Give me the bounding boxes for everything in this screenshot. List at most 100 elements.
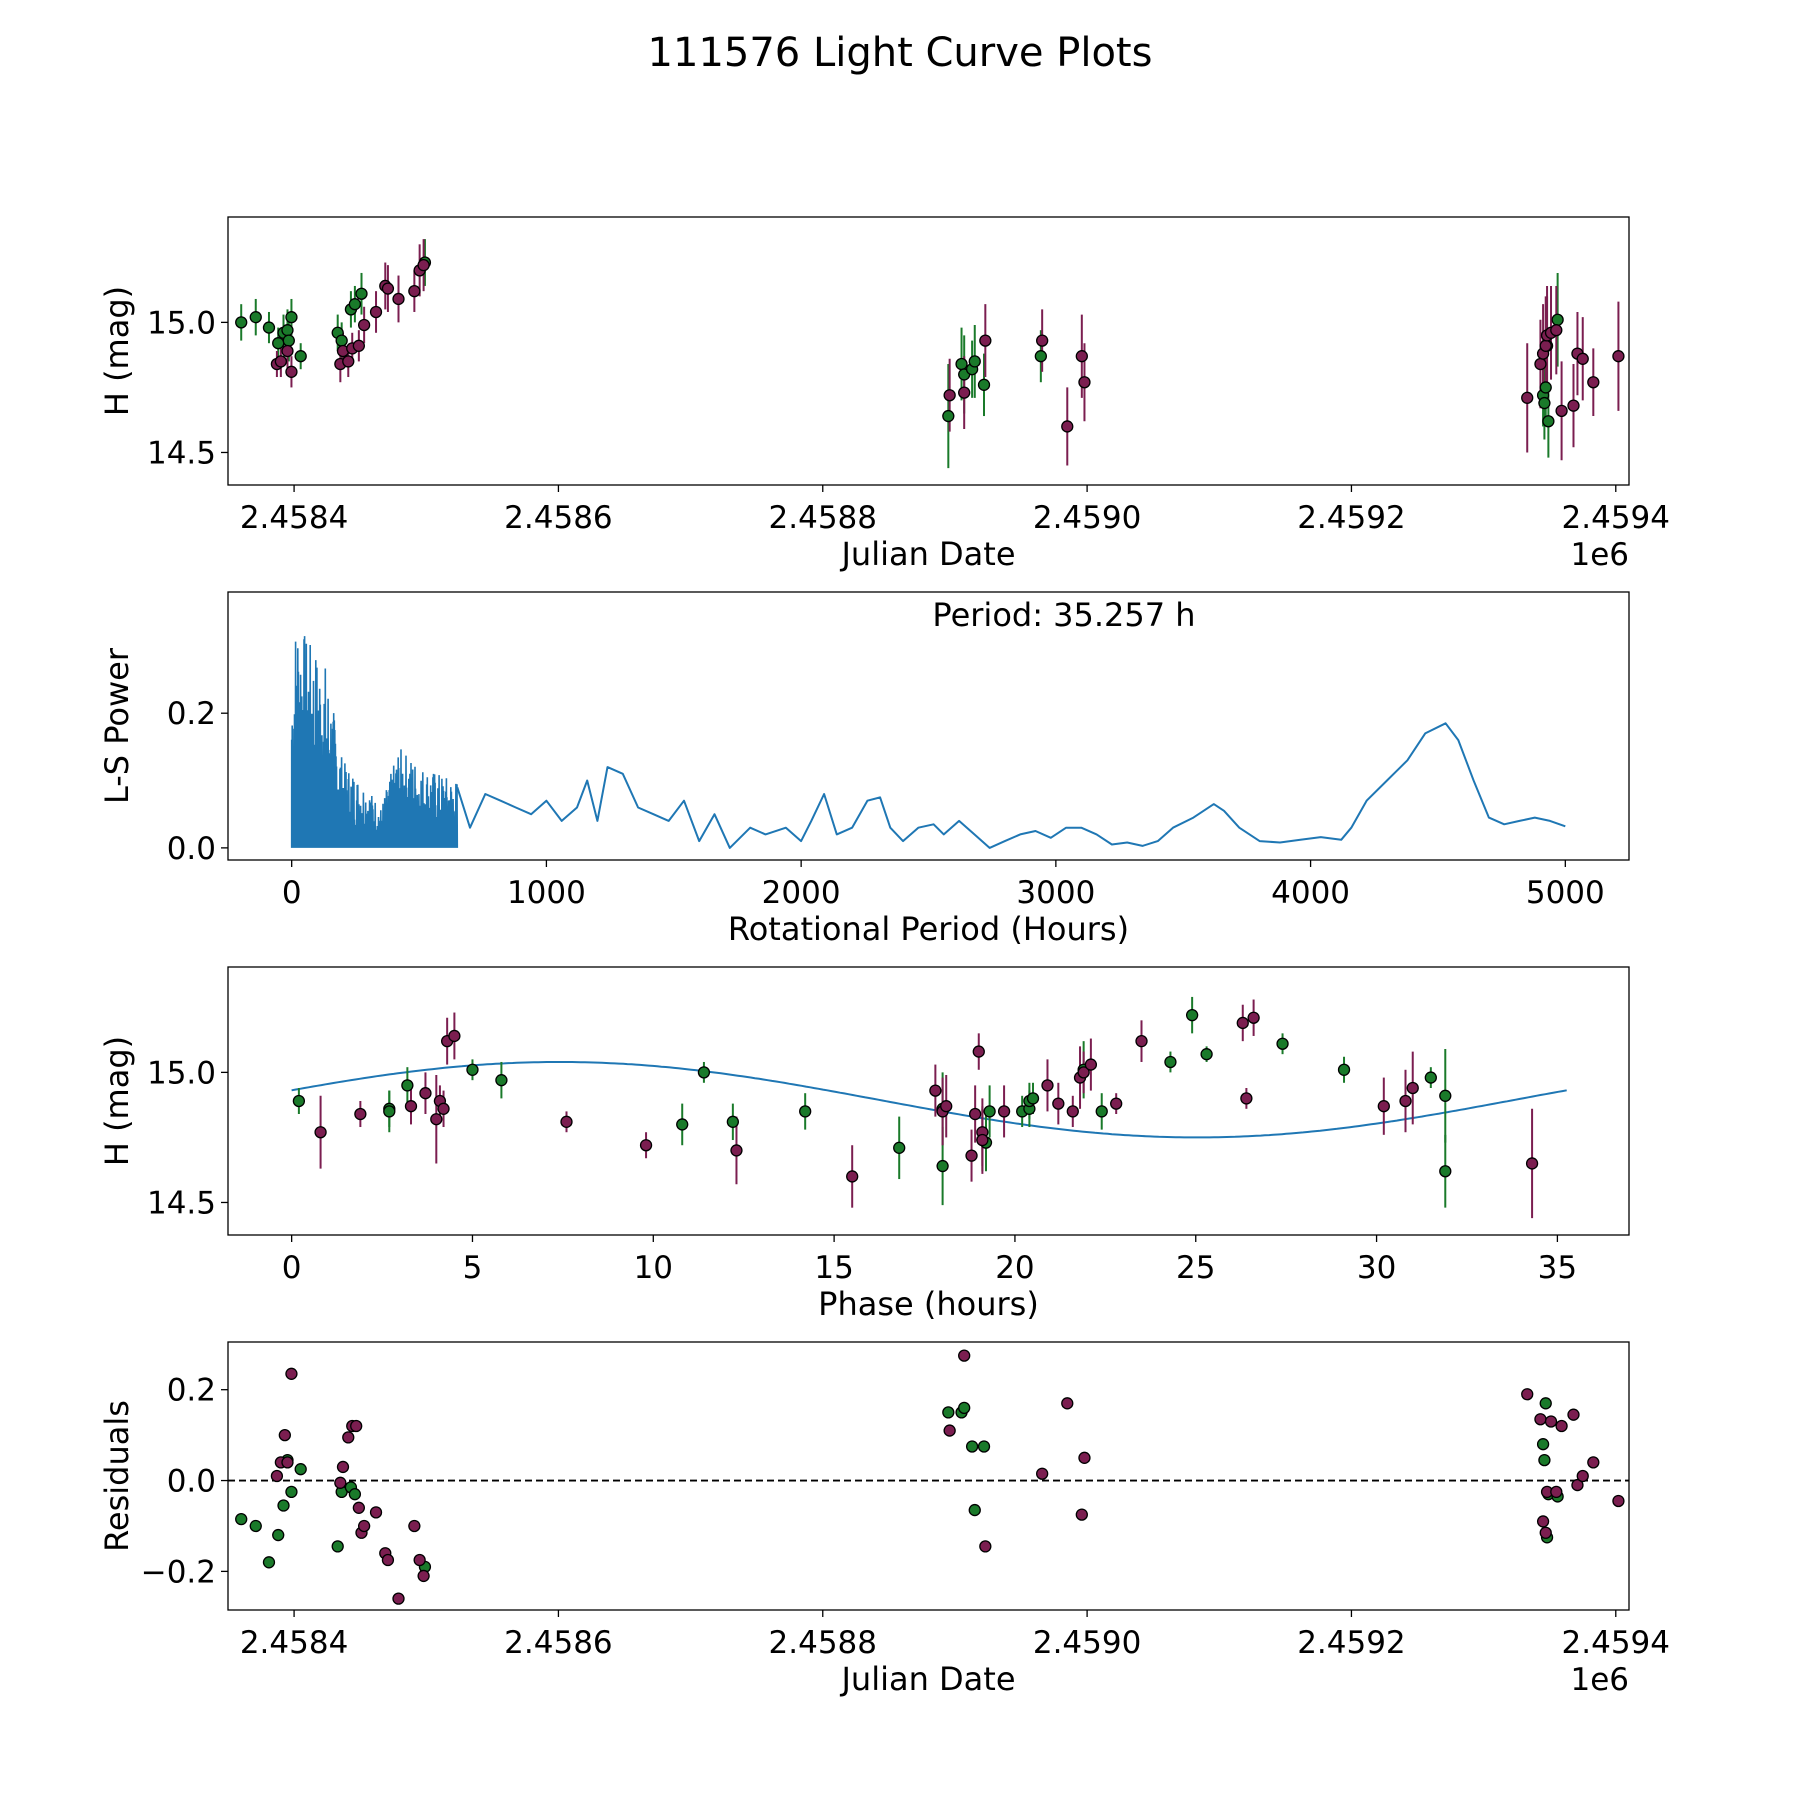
plot-area [290,636,1566,849]
x-tick-label: 25 [1176,1250,1215,1286]
data-point [352,1501,365,1514]
y-tick-label: 15.0 [147,305,216,341]
data-point [281,1456,294,1469]
data-point [413,1553,426,1567]
data-point [249,311,262,324]
plot-area [291,996,1567,1219]
periodogram-dense-line [290,636,459,848]
data-point [404,1100,418,1113]
data-point [448,1029,461,1043]
data-point [639,1139,653,1152]
data-point [1078,376,1091,389]
data-point [1551,313,1564,326]
data-point [968,1503,981,1517]
plot-area [235,239,1625,469]
data-point [1135,1035,1148,1048]
data-point [285,365,298,378]
data-point [968,355,981,368]
x-tick-label: 5 [463,1250,483,1286]
data-point [1066,1105,1079,1118]
data-point [392,1592,405,1605]
data-point [1377,1100,1390,1113]
data-point [1036,334,1049,347]
x-tick-label: 2.4584 [240,500,348,536]
residuals-panel: 2.4584 2.4586 2.4588 2.4590 2.4592 2.4594 0.2 0… [98,1341,1670,1698]
period-annotation: Period: 35.257 h [932,596,1195,634]
data-point [348,298,362,311]
data-point [285,1367,298,1380]
data-point [1061,1397,1074,1410]
periodogram-line [456,722,1566,849]
data-point [1240,1092,1253,1105]
y-axis-label: H (mag) [98,1036,136,1166]
axes-frame [227,216,1630,486]
data-point [1075,350,1088,363]
data-point [272,337,285,350]
data-point [466,1063,479,1076]
axes-frame [227,591,1630,861]
data-point [294,1463,307,1476]
data-point [976,1133,989,1147]
data-point [1075,1508,1088,1521]
y-tick-label: 15.0 [147,1055,216,1091]
data-point [977,378,991,391]
x-tick-label: 2000 [762,875,841,911]
data-point [1612,1494,1625,1508]
data-point [893,1141,906,1154]
data-point [417,1569,430,1583]
data-point [1052,1097,1065,1110]
data-point [281,324,294,337]
data-point [342,1431,355,1444]
data-point [979,334,992,347]
x-tick-label: 15 [814,1250,853,1286]
y-tick-label: 14.5 [147,435,216,471]
x-axis-label: Julian Date [839,535,1015,573]
data-point [1576,352,1589,365]
data-point [383,1105,396,1118]
data-point [1542,415,1555,428]
data-point [278,1428,291,1442]
data-point [392,292,405,306]
x-tick-label: 10 [634,1250,673,1286]
data-point [1439,1165,1452,1178]
data-point [1587,376,1600,389]
data-point [1576,1469,1589,1483]
x-tick-label: 2.4590 [1033,500,1141,536]
data-point [726,1115,740,1128]
data-point [936,1159,949,1173]
x-tick-label: 2.4586 [504,500,612,536]
periodogram-panel: 0 1000 2000 3000 4000 5000 0.0 0.2 Rotational Pe… [98,591,1630,948]
data-point [1550,324,1563,337]
x-tick-label: 0 [282,1250,302,1286]
data-point [1061,420,1074,433]
x-tick-label: 2.4588 [769,1625,877,1661]
data-point [282,334,295,347]
y-tick-label: 0.0 [167,1464,216,1500]
data-point [285,1485,298,1499]
data-point [331,1540,344,1553]
data-point [408,285,421,298]
sinusoid-fit-line [291,1061,1567,1139]
data-point [1539,1526,1552,1539]
y-axis-label: H (mag) [98,286,136,416]
data-point [314,1126,327,1139]
data-point [730,1144,743,1157]
data-point [1041,1079,1054,1092]
data-point [357,1519,371,1533]
data-point [1078,1451,1091,1464]
y-tick-label: 0.0 [167,831,216,867]
figure-title: 111576 Light Curve Plots [648,30,1153,76]
data-point [350,1419,363,1433]
data-point [235,1513,248,1526]
x-tick-label: 20 [995,1250,1034,1286]
data-point [1555,404,1568,417]
y-tick-label: −0.2 [141,1554,216,1590]
axes-frame [227,966,1630,1236]
data-point [972,1045,985,1058]
data-point [357,318,371,332]
data-point [1555,1419,1568,1433]
x-offset-label: 1e6 [1570,537,1629,573]
data-point [1034,350,1047,363]
data-point [1539,381,1552,394]
